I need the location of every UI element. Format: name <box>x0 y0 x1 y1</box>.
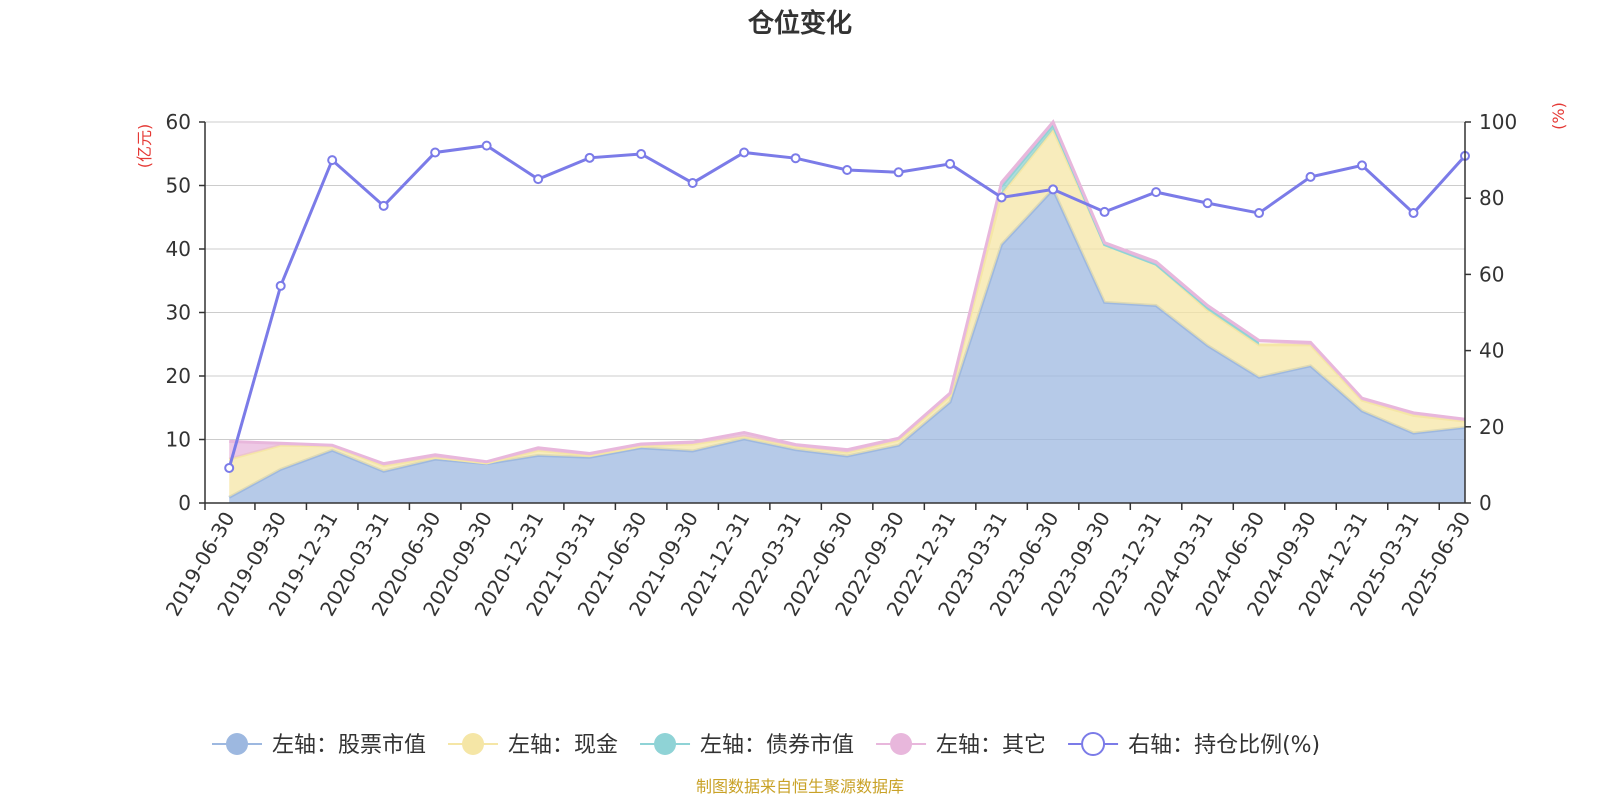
ratio-point <box>790 153 801 164</box>
chart-title: 仓位变化 <box>747 8 852 39</box>
ratio-point <box>636 149 647 160</box>
ratio-point <box>1202 198 1213 209</box>
legend-label-5: 右轴：持仓比例(%) <box>1128 733 1320 758</box>
ratio-point <box>275 280 286 291</box>
ratio-point <box>893 167 904 178</box>
ratio-point <box>378 200 389 211</box>
right-axis-tick-label: 40 <box>1479 339 1504 363</box>
right-axis-tick-label: 0 <box>1479 491 1492 515</box>
legend: 左轴：股票市值 左轴：现金 左轴：债券市值 左轴：其它 右轴：持仓比例(%) <box>212 732 1320 758</box>
legend-label-1: 左轴：股票市值 <box>272 733 426 758</box>
ratio-point <box>1048 184 1059 195</box>
ratio-point <box>1099 206 1110 217</box>
legend-label-4: 左轴：其它 <box>936 733 1046 758</box>
ratio-point <box>842 165 853 176</box>
right-axis-tick-label: 100 <box>1479 110 1517 134</box>
left-axis-tick-label: 40 <box>166 237 191 261</box>
left-axis-tick-label: 30 <box>166 301 191 325</box>
ratio-point <box>584 152 595 163</box>
right-axis-tick-label: 60 <box>1479 262 1504 286</box>
ratio-point <box>945 158 956 169</box>
area-fill-series-1 <box>229 189 1466 503</box>
ratio-point <box>1254 208 1265 219</box>
left-axis-tick-label: 20 <box>166 364 191 388</box>
right-axis-tick-label: 20 <box>1479 415 1504 439</box>
source-note: 制图数据来自恒生聚源数据库 <box>696 777 904 796</box>
grid-lines <box>205 121 1465 504</box>
ratio-point <box>430 147 441 158</box>
legend-marker-2 <box>462 733 485 755</box>
left-axis-tick-label: 50 <box>166 174 191 198</box>
ratio-point <box>739 147 750 158</box>
ratio-point <box>1357 160 1368 171</box>
legend-marker-1 <box>226 733 248 755</box>
ratio-point <box>327 155 338 166</box>
left-axis-tick-label: 0 <box>178 491 191 515</box>
legend-label-3: 左轴：债券市值 <box>700 733 854 758</box>
ratio-point <box>996 192 1007 203</box>
ratio-point <box>1408 208 1419 219</box>
legend-label-2: 左轴：现金 <box>508 733 618 758</box>
ratio-point <box>224 462 235 473</box>
left-axis-unit-label: (亿元) <box>135 124 154 169</box>
right-axis-tick-label: 80 <box>1479 186 1504 210</box>
legend-marker-4 <box>890 733 913 755</box>
legend-marker-3 <box>654 733 677 755</box>
legend-marker-5 <box>1081 732 1106 756</box>
ratio-point <box>533 174 544 185</box>
right-axis-unit-label: (%) <box>1549 102 1568 130</box>
ratio-point <box>481 140 492 151</box>
ratio-point <box>1151 187 1162 198</box>
left-axis-tick-label: 60 <box>166 110 191 134</box>
ratio-point <box>687 177 698 188</box>
position-ratio-line <box>224 140 1470 473</box>
stacked-areas <box>228 119 1466 503</box>
ratio-point <box>1305 171 1316 182</box>
left-axis-tick-label: 10 <box>166 428 191 452</box>
area-edge-series-4 <box>229 119 1466 466</box>
